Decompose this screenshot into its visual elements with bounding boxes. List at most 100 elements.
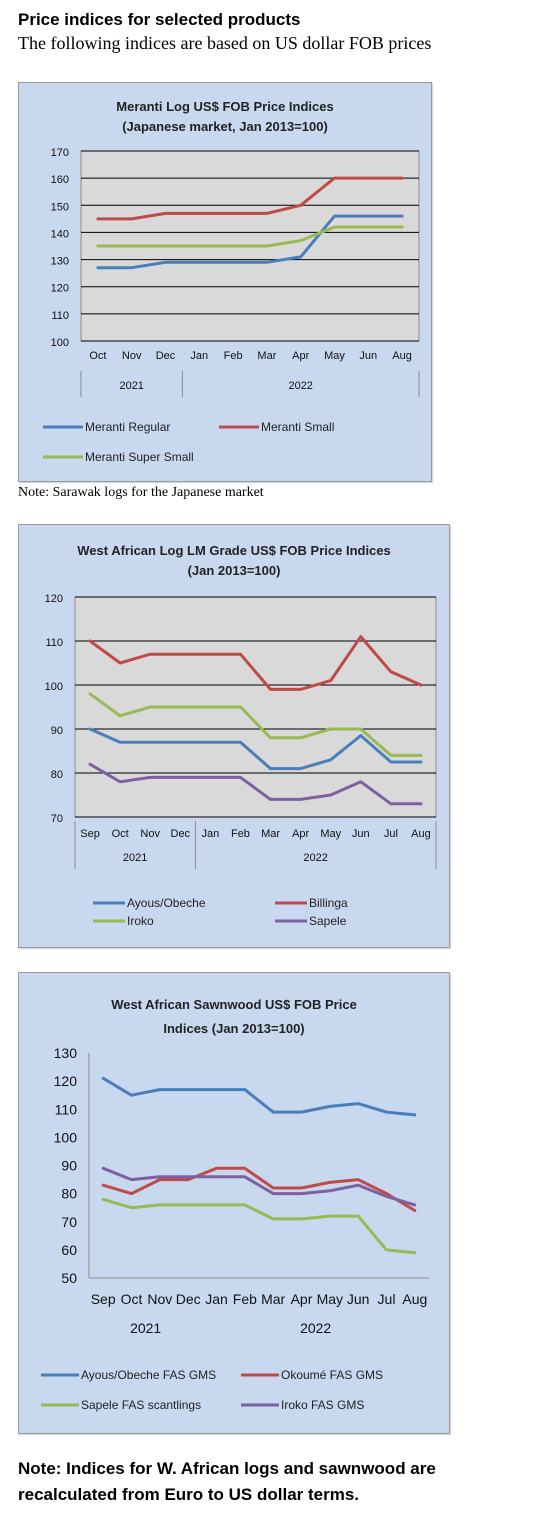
x-tick-label: Apr [292,350,309,362]
legend-label: Sapele FAS scantlings [81,1398,201,1412]
x-tick-label: Jul [384,828,398,840]
x-tick-label: Oct [89,350,106,362]
x-tick-label: Dec [156,350,176,362]
y-tick-label: 90 [51,725,63,737]
y-tick-label: 90 [61,1158,77,1174]
page-subtitle: The following indices are based on US do… [18,33,432,53]
x-tick-label: Oct [112,828,129,840]
year-label: 2021 [119,380,143,392]
y-tick-label: 150 [51,201,69,213]
series-line [101,1076,417,1117]
legend-label: Ayous/Obeche [127,896,206,910]
y-tick-label: 120 [51,283,69,295]
x-tick-label: Apr [292,828,309,840]
y-tick-label: 80 [51,769,63,781]
note-recalculated: Note: Indices for W. African logs and sa… [18,1459,436,1504]
series-line [96,225,404,248]
chart-meranti-log: Meranti Log US$ FOB Price Indices (Japane… [18,82,432,482]
series-line [101,1166,417,1207]
x-tick-label: Nov [140,828,160,840]
legend-label: Billinga [309,896,348,910]
y-tick-label: 170 [51,147,69,159]
note-sarawak: Note: Sarawak logs for the Japanese mark… [18,485,264,500]
year-label: 2022 [300,1320,331,1336]
series-line [96,214,404,270]
year-label: 2022 [288,380,312,392]
y-tick-label: 100 [51,337,69,349]
y-tick-label: 120 [45,593,63,605]
chart-west-african-log: West African Log LM Grade US$ FOB Price … [18,524,450,948]
x-tick-label: Jun [359,350,377,362]
x-tick-label: Dec [176,1291,201,1307]
x-tick-label: Apr [291,1291,313,1307]
plot-area [74,596,437,818]
x-tick-label: Mar [261,828,280,840]
x-tick-label: Jan [205,1291,228,1307]
x-tick-label: Feb [231,828,250,840]
legend-label: Iroko [127,914,154,928]
series-line [88,762,423,806]
legend-label: Meranti Small [261,420,334,434]
x-tick-label: Jun [352,828,370,840]
y-tick-label: 110 [45,637,63,649]
legend-label: Meranti Regular [85,420,170,434]
y-tick-label: 70 [51,813,63,825]
y-tick-label: 100 [54,1129,78,1145]
year-label: 2021 [123,852,147,864]
x-tick-label: Aug [411,828,431,840]
x-tick-label: May [324,350,345,362]
series-line [88,635,423,691]
x-tick-label: May [317,1291,343,1307]
y-tick-label: 130 [54,1045,78,1061]
y-tick-label: 140 [51,228,69,240]
x-tick-label: May [320,828,341,840]
x-tick-label: Feb [233,1291,257,1307]
y-tick-label: 110 [51,310,69,322]
x-tick-label: Jan [202,828,220,840]
chart-title-line: (Jan 2013=100) [188,563,281,578]
x-tick-label: Aug [392,350,412,362]
y-tick-label: 120 [54,1073,78,1089]
y-tick-label: 50 [61,1270,77,1286]
y-tick-label: 160 [51,174,69,186]
year-label: 2021 [130,1320,161,1336]
x-tick-label: Mar [261,1291,285,1307]
series-line [101,1166,417,1212]
x-tick-label: Nov [147,1291,172,1307]
chart-west-african-log-svg: West African Log LM Grade US$ FOB Price … [45,543,437,928]
x-tick-label: Mar [257,350,276,362]
legend-label: Ayous/Obeche FAS GMS [81,1368,216,1382]
chart-title-line: West African Sawnwood US$ FOB Price [111,997,357,1012]
legend-label: Iroko FAS GMS [281,1398,364,1412]
y-tick-label: 60 [61,1242,77,1258]
y-tick-label: 100 [45,681,63,693]
x-tick-label: Jul [378,1291,396,1307]
x-tick-label: Jun [347,1291,370,1307]
x-tick-label: Oct [121,1291,143,1307]
x-tick-label: Nov [122,350,142,362]
x-tick-label: Dec [171,828,191,840]
series-line [96,176,404,221]
x-tick-label: Sep [91,1291,116,1307]
year-label: 2022 [303,852,327,864]
y-tick-label: 110 [55,1101,78,1117]
chart-title-line: (Japanese market, Jan 2013=100) [122,119,328,134]
chart-west-african-sawnwood-svg: West African Sawnwood US$ FOB Price Indic… [41,997,429,1412]
chart-west-african-sawnwood: West African Sawnwood US$ FOB Price Indic… [18,972,450,1434]
series-line [101,1197,417,1255]
chart-title-line: West African Log LM Grade US$ FOB Price … [77,543,391,558]
chart-title-line: Meranti Log US$ FOB Price Indices [116,99,333,114]
series-line [88,692,423,757]
y-tick-label: 130 [51,256,69,268]
x-tick-label: Aug [402,1291,427,1307]
x-tick-label: Feb [224,350,243,362]
legend-label: Meranti Super Small [85,450,194,464]
y-tick-label: 80 [61,1186,77,1202]
page-title: Price indices for selected products [18,10,301,29]
chart-title-line: Indices (Jan 2013=100) [163,1021,304,1036]
chart-meranti-log-svg: Meranti Log US$ FOB Price Indices (Japane… [43,99,420,464]
legend-label: Okoumé FAS GMS [281,1368,383,1382]
series-line [88,727,423,771]
x-tick-label: Jan [190,350,208,362]
y-tick-label: 70 [61,1214,77,1230]
